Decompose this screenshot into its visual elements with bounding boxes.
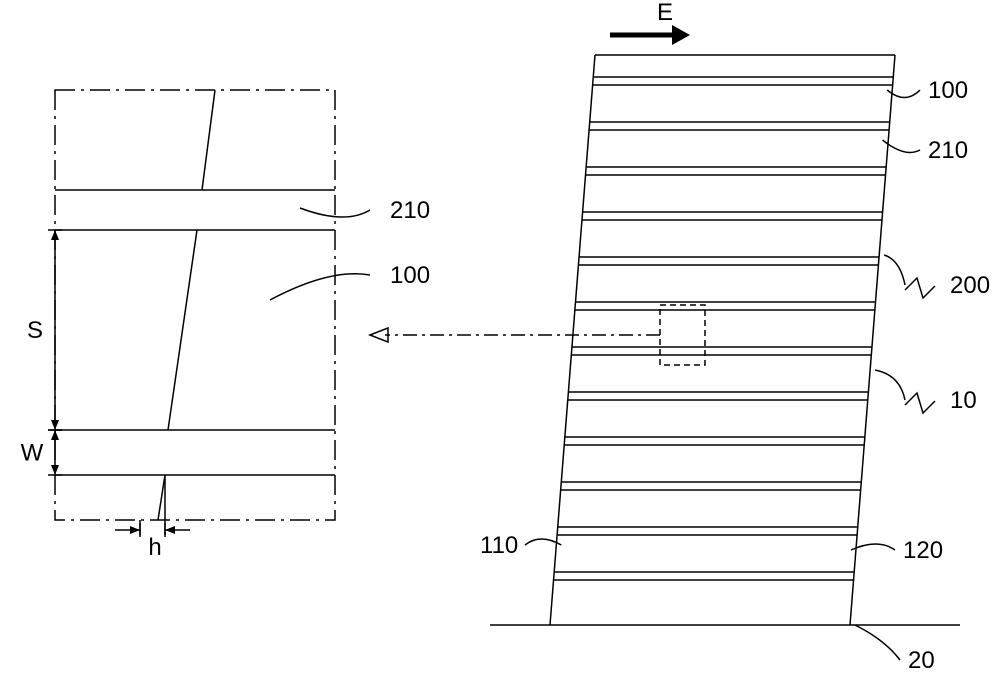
label-E: E xyxy=(657,0,673,26)
leader-line xyxy=(851,544,895,550)
dim-arrowhead xyxy=(51,420,59,430)
main-left-edge xyxy=(550,55,595,625)
detail-slant xyxy=(202,90,215,190)
label-20: 20 xyxy=(908,647,935,674)
label-210b: 210 xyxy=(928,137,968,164)
callout-rect xyxy=(660,305,705,365)
direction-arrowhead xyxy=(672,25,690,45)
leader-line xyxy=(875,370,905,400)
label-200: 200 xyxy=(950,272,990,299)
diagram-svg: S Wh 210 100 E 100 210 200 10 110 120 20 xyxy=(0,0,1000,678)
label-110: 110 xyxy=(480,532,518,559)
label-210a: 210 xyxy=(390,197,430,224)
diagram-root: S Wh 210 100 E 100 210 200 10 110 120 20 xyxy=(0,0,1000,678)
zigzag-icon xyxy=(905,393,935,413)
label-100a: 100 xyxy=(390,262,430,289)
leader-line xyxy=(855,625,900,660)
dim-arrowhead xyxy=(51,430,59,440)
detail-boundary xyxy=(55,90,335,520)
label-100b: 100 xyxy=(928,77,968,104)
label-S: S xyxy=(27,317,43,344)
dim-arrowhead xyxy=(130,526,140,534)
detail-slant xyxy=(158,475,165,520)
detail-slant xyxy=(168,230,197,430)
label-W: W xyxy=(21,440,44,467)
dim-arrowhead xyxy=(165,526,175,534)
label-10: 10 xyxy=(950,387,977,414)
zigzag-icon xyxy=(905,278,935,298)
label-h: h xyxy=(148,534,161,561)
main-right-edge xyxy=(850,55,895,625)
label-120: 120 xyxy=(903,537,943,564)
leader-line xyxy=(270,274,370,300)
leader-line xyxy=(884,255,905,285)
dim-arrowhead xyxy=(51,465,59,475)
dim-arrowhead xyxy=(51,230,59,240)
